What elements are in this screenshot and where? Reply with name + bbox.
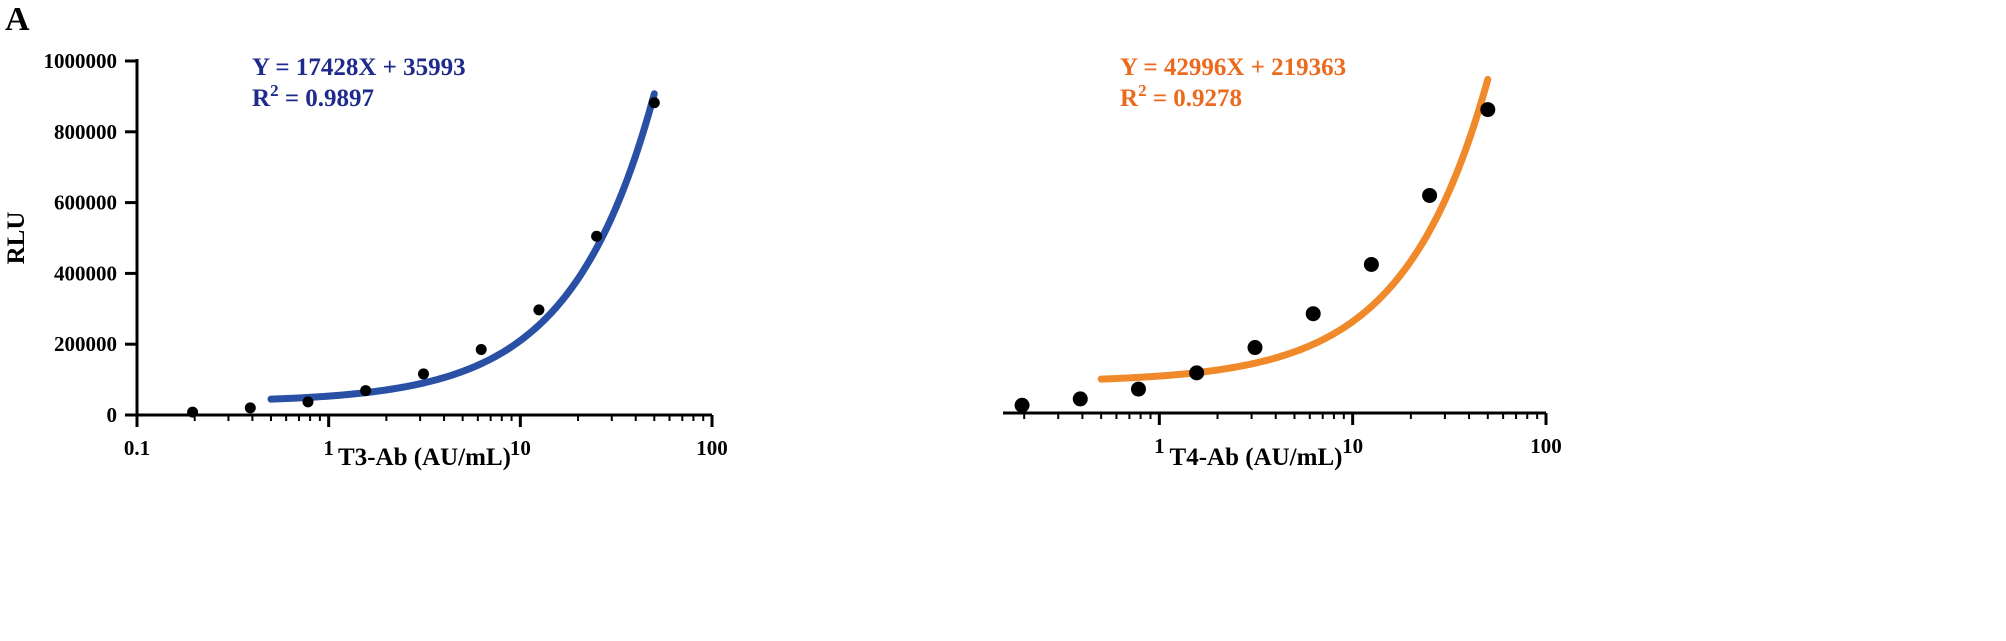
chart-a-svg: A 0 200000 400000 600000 800000 1000000 0.1 1 10 1… — [3, 1, 728, 471]
data-point — [360, 385, 372, 397]
x-tick-label: 1 — [1154, 434, 1165, 458]
data-point — [475, 344, 487, 356]
x-axis-title: T3-Ab (AU/mL) — [338, 444, 511, 471]
r-squared-label: R2 = 0.9278 — [1120, 81, 1242, 112]
data-point — [244, 402, 256, 414]
data-point — [1130, 381, 1146, 397]
y-tick-label: 800000 — [54, 120, 117, 144]
data-point — [1189, 365, 1205, 381]
x-tick-label: 0.1 — [124, 436, 150, 460]
r-squared-label: R2 = 0.9897 — [252, 81, 374, 112]
y-tick-label: 0 — [107, 403, 118, 427]
y-tick-label: 1000000 — [44, 49, 118, 73]
r-squared-value: = 0.9278 — [1147, 85, 1243, 112]
data-point — [418, 368, 430, 380]
chart-panel-b: B050000010000001500000200000025000000.11… — [1003, 0, 2006, 641]
data-point — [533, 304, 545, 316]
data-point — [1363, 256, 1379, 272]
r-squared-superscript: 2 — [270, 81, 279, 100]
chart-b-svg: B050000010000001500000200000025000000.11… — [1003, 54, 1562, 471]
data-point — [1247, 340, 1263, 356]
x-tick-label: 1 — [323, 436, 334, 460]
equation-label: Y = 17428X + 35993 — [252, 54, 466, 81]
data-point — [1014, 397, 1030, 413]
x-tick-label: 10 — [1342, 434, 1363, 458]
x-tick-label: 10 — [510, 436, 531, 460]
data-point — [1480, 102, 1496, 118]
data-point — [302, 396, 314, 408]
y-tick-label: 400000 — [54, 261, 117, 285]
data-point — [1422, 187, 1438, 203]
fit-curve — [1097, 75, 1492, 383]
equation-label: Y = 42996X + 219363 — [1120, 54, 1346, 81]
panel-label: A — [5, 1, 30, 38]
x-axis-title: T4-Ab (AU/mL) — [1170, 444, 1343, 471]
y-tick-label: 600000 — [54, 191, 117, 215]
y-tick-label: 200000 — [54, 332, 117, 356]
data-point — [1305, 306, 1321, 322]
r-squared-prefix: R — [252, 85, 271, 112]
data-point — [1072, 391, 1088, 407]
x-tick-label: 100 — [696, 436, 728, 460]
fit-curve — [267, 90, 658, 403]
chart-panel-a: A 0 200000 400000 600000 800000 1000000 0.1 1 10 1… — [3, 1, 728, 471]
x-tick-label: 100 — [1530, 434, 1562, 458]
data-point — [591, 230, 603, 242]
y-axis-title: RLU — [3, 212, 30, 265]
data-point — [187, 406, 199, 418]
r-squared-prefix: R — [1120, 85, 1139, 112]
r-squared-value: = 0.9897 — [279, 85, 375, 112]
data-point — [648, 97, 660, 109]
r-squared-superscript: 2 — [1138, 81, 1147, 100]
